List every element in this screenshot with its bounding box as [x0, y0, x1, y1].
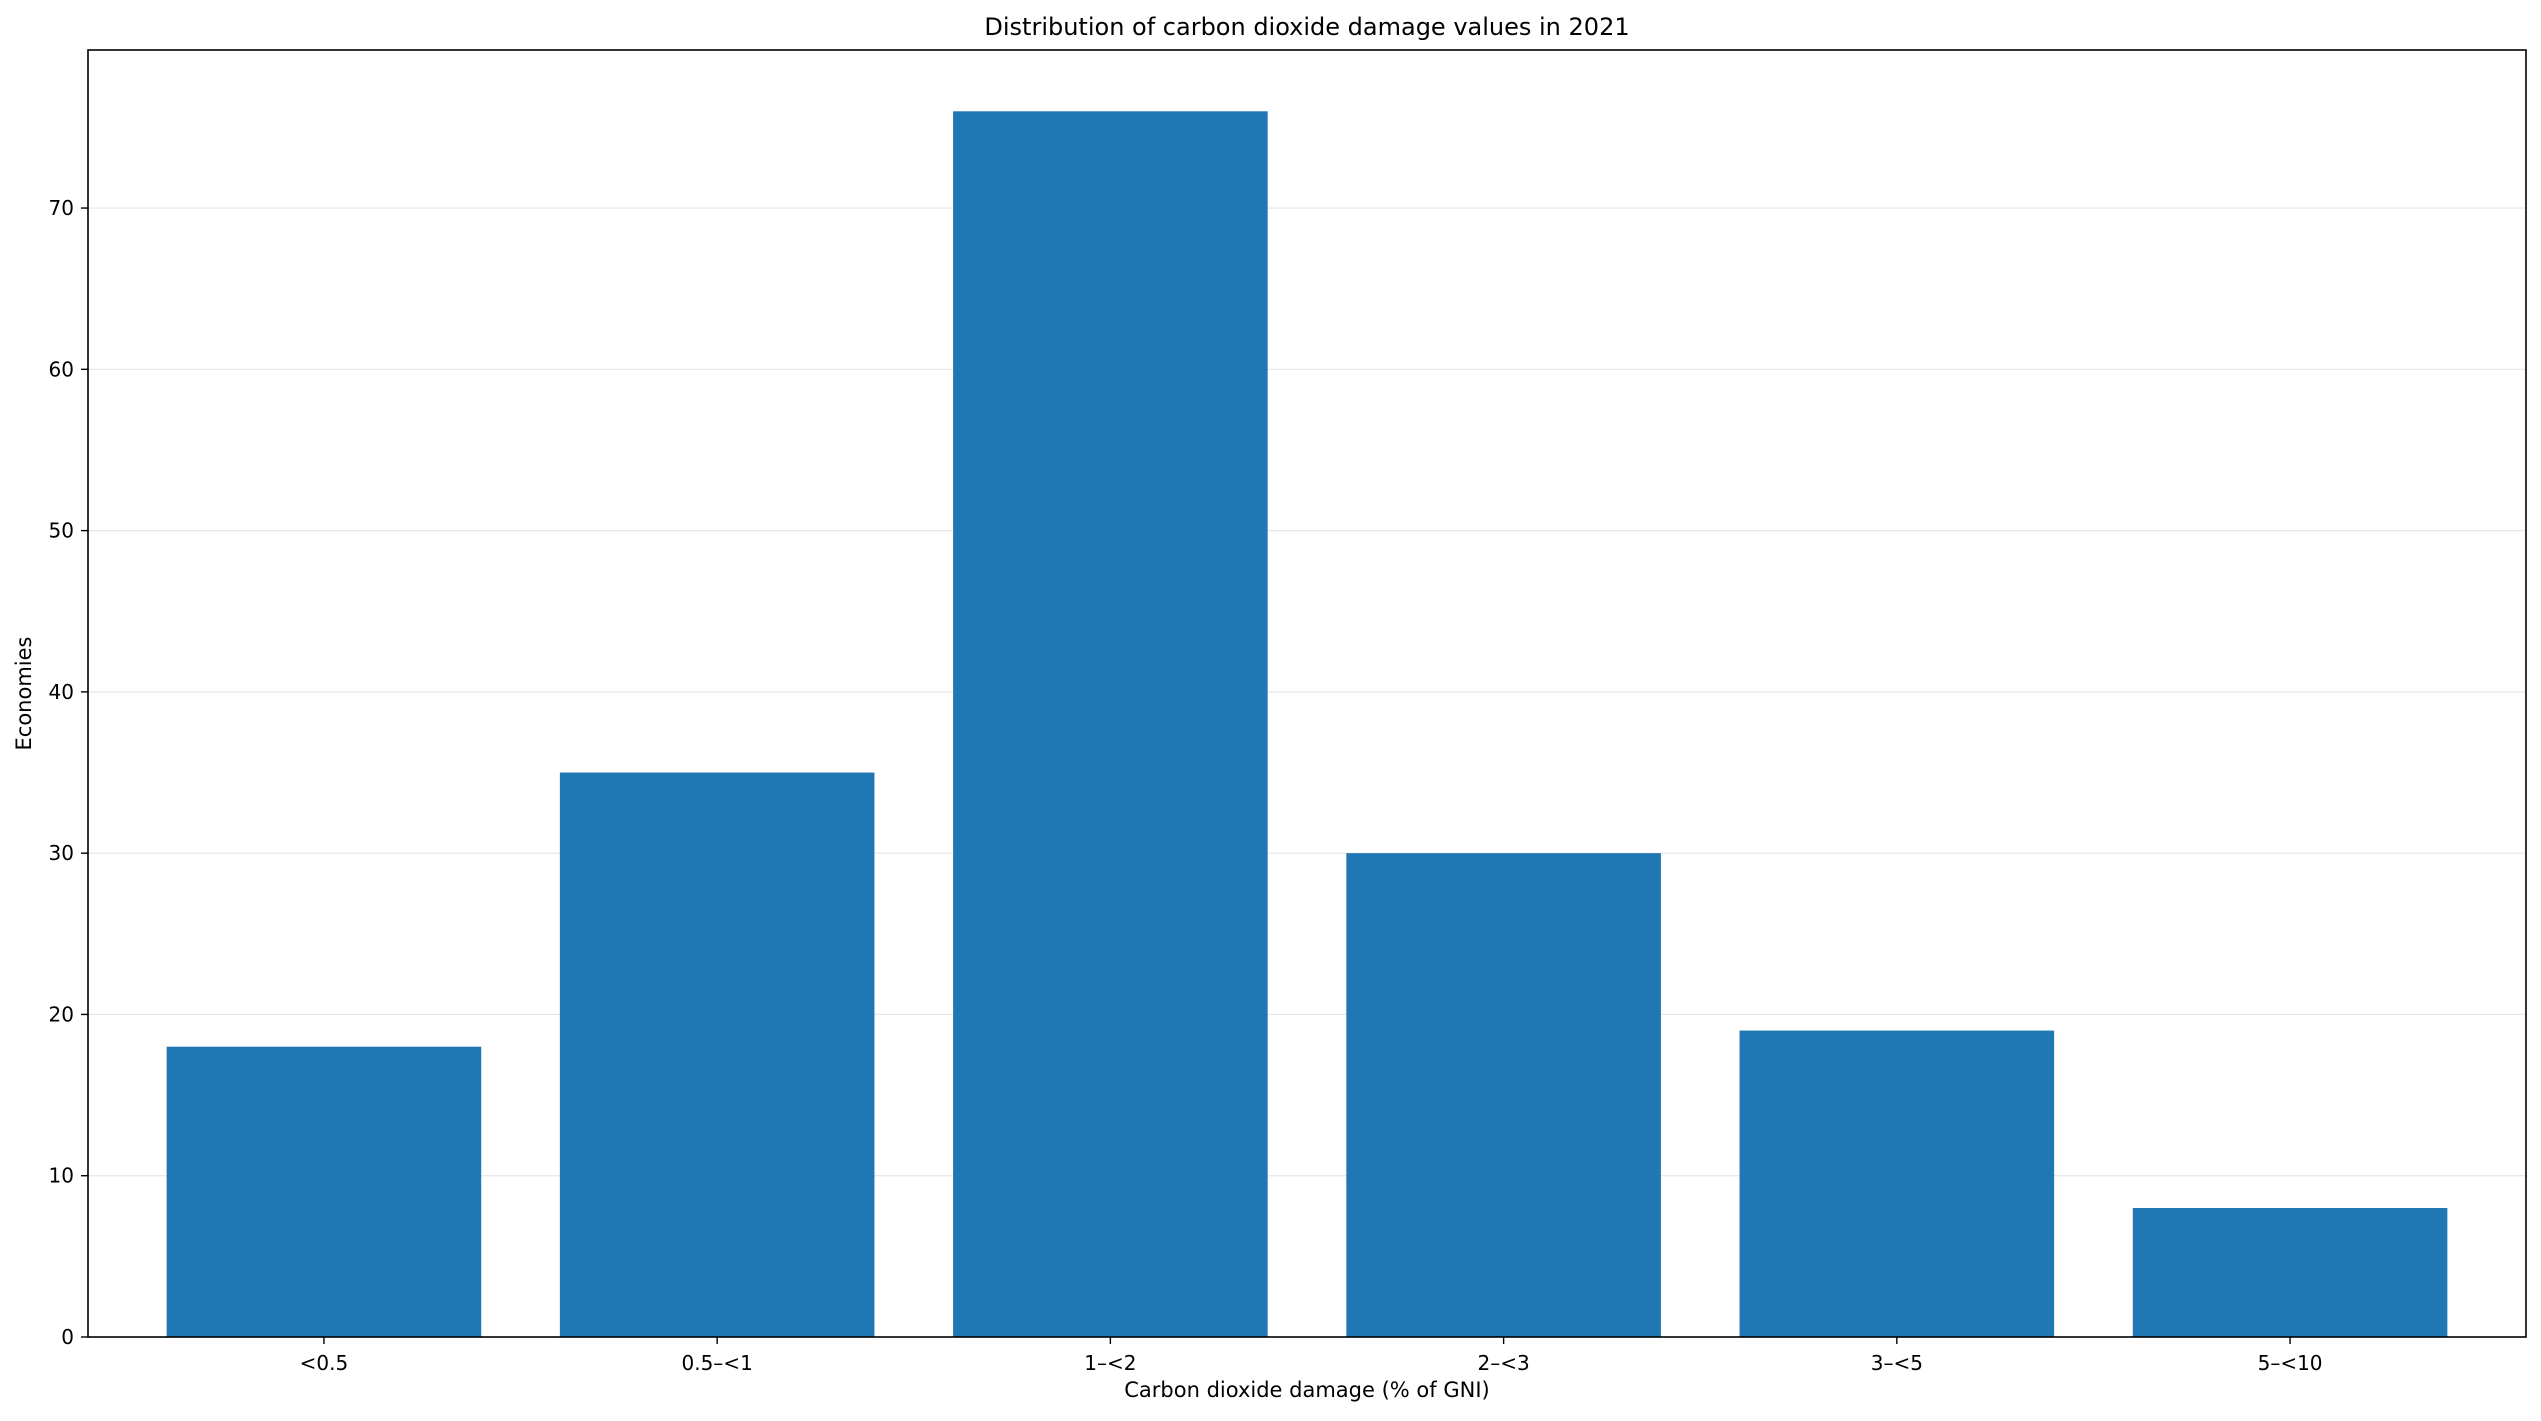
bar [559, 772, 875, 1337]
y-tick-label: 40 [49, 680, 74, 704]
x-tick-label: 2–<3 [1478, 1351, 1530, 1375]
y-tick-label: 30 [49, 841, 74, 865]
x-tick-label: 0.5–<1 [682, 1351, 753, 1375]
y-tick-label: 50 [49, 519, 74, 543]
gridlines [88, 207, 2526, 1177]
y-axis-ticks: 0 10 20 30 40 50 60 70 [49, 196, 88, 1349]
y-tick-label: 10 [49, 1164, 74, 1188]
bars [166, 111, 2448, 1337]
bar [2132, 1207, 2448, 1337]
bar [1346, 853, 1661, 1337]
x-axis-ticks: <0.5 0.5–<1 1–<2 2–<3 3–<5 5–<10 [300, 1337, 2323, 1375]
y-tick-label: 60 [49, 357, 74, 381]
x-tick-label: 5–<10 [2258, 1351, 2323, 1375]
y-tick-label: 20 [49, 1002, 74, 1026]
y-tick-label: 70 [49, 196, 74, 220]
x-tick-label: <0.5 [300, 1351, 349, 1375]
x-tick-label: 1–<2 [1084, 1351, 1136, 1375]
bar [166, 1046, 482, 1337]
plot-frame [87, 49, 2527, 1338]
x-tick-label: 3–<5 [1871, 1351, 1923, 1375]
y-axis-label: Economies [12, 637, 36, 751]
chart-title: Distribution of carbon dioxide damage va… [984, 13, 1629, 41]
bar [953, 111, 1268, 1337]
bar [1739, 1030, 2055, 1337]
x-axis-label: Carbon dioxide damage (% of GNI) [1124, 1378, 1489, 1402]
y-tick-label: 0 [61, 1325, 74, 1349]
